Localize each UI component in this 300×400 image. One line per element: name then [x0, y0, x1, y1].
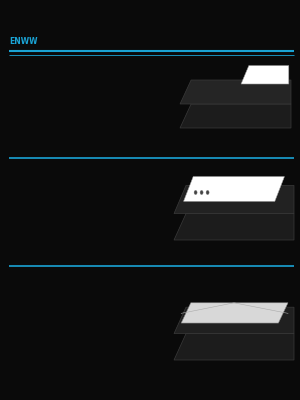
- Circle shape: [206, 190, 209, 194]
- Polygon shape: [180, 104, 291, 128]
- Text: ENWW: ENWW: [9, 37, 38, 46]
- Polygon shape: [174, 214, 294, 240]
- Polygon shape: [174, 334, 294, 360]
- Polygon shape: [174, 307, 294, 334]
- Polygon shape: [180, 80, 291, 104]
- Polygon shape: [184, 177, 284, 201]
- Circle shape: [200, 190, 203, 194]
- Polygon shape: [181, 303, 288, 323]
- Polygon shape: [174, 186, 294, 214]
- Polygon shape: [241, 66, 289, 84]
- Circle shape: [194, 190, 197, 194]
